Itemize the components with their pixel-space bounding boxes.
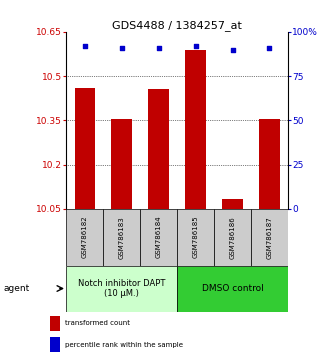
Bar bbox=[50, 337, 60, 352]
Bar bbox=[177, 209, 214, 266]
Text: transformed count: transformed count bbox=[65, 320, 130, 326]
Text: DMSO control: DMSO control bbox=[202, 284, 263, 293]
Bar bbox=[148, 90, 169, 209]
Bar bbox=[66, 266, 177, 312]
Bar bbox=[140, 209, 177, 266]
Bar bbox=[214, 209, 251, 266]
Point bbox=[267, 45, 272, 51]
Point bbox=[119, 45, 124, 51]
Text: GSM786185: GSM786185 bbox=[193, 216, 199, 258]
Bar bbox=[177, 266, 288, 312]
Text: agent: agent bbox=[3, 284, 29, 293]
Point bbox=[82, 43, 87, 49]
Bar bbox=[251, 209, 288, 266]
Point bbox=[156, 45, 161, 51]
Bar bbox=[66, 209, 103, 266]
Text: GSM786183: GSM786183 bbox=[118, 216, 125, 258]
Text: Notch inhibitor DAPT
(10 μM.): Notch inhibitor DAPT (10 μM.) bbox=[78, 279, 165, 298]
Title: GDS4488 / 1384257_at: GDS4488 / 1384257_at bbox=[112, 20, 242, 30]
Text: percentile rank within the sample: percentile rank within the sample bbox=[65, 342, 183, 348]
Bar bbox=[103, 209, 140, 266]
Text: GSM786182: GSM786182 bbox=[82, 216, 88, 258]
Bar bbox=[222, 199, 243, 209]
Text: GSM786184: GSM786184 bbox=[156, 216, 162, 258]
Text: GSM786187: GSM786187 bbox=[266, 216, 272, 258]
Bar bbox=[74, 88, 95, 209]
Bar bbox=[185, 50, 206, 209]
Point bbox=[193, 43, 198, 49]
Point bbox=[230, 47, 235, 52]
Bar bbox=[50, 316, 60, 331]
Bar bbox=[112, 119, 132, 209]
Text: GSM786186: GSM786186 bbox=[229, 216, 236, 258]
Bar bbox=[259, 119, 280, 209]
